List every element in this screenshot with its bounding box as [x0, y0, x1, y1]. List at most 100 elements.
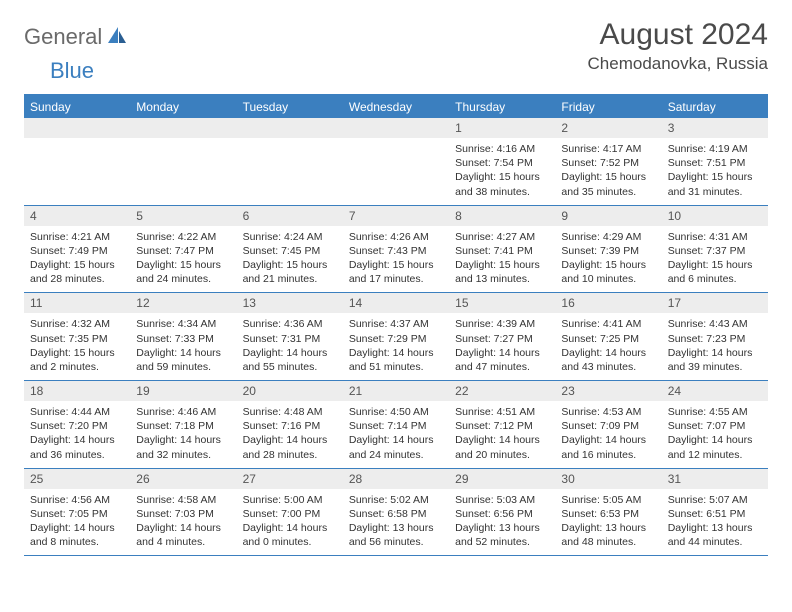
day-cell: 6Sunrise: 4:24 AMSunset: 7:45 PMDaylight…	[237, 206, 343, 293]
day-cell: 27Sunrise: 5:00 AMSunset: 7:00 PMDayligh…	[237, 469, 343, 556]
logo-text-general: General	[24, 24, 102, 50]
day-number: 2	[555, 118, 661, 138]
day-cell: 16Sunrise: 4:41 AMSunset: 7:25 PMDayligh…	[555, 293, 661, 380]
day-cell: 11Sunrise: 4:32 AMSunset: 7:35 PMDayligh…	[24, 293, 130, 380]
day-number	[343, 118, 449, 138]
day-info: Sunrise: 4:56 AMSunset: 7:05 PMDaylight:…	[24, 489, 130, 556]
day-info: Sunrise: 5:02 AMSunset: 6:58 PMDaylight:…	[343, 489, 449, 556]
day-info: Sunrise: 4:16 AMSunset: 7:54 PMDaylight:…	[449, 138, 555, 205]
day-number: 12	[130, 293, 236, 313]
day-cell: 12Sunrise: 4:34 AMSunset: 7:33 PMDayligh…	[130, 293, 236, 380]
day-cell: 31Sunrise: 5:07 AMSunset: 6:51 PMDayligh…	[662, 469, 768, 556]
day-cell: 22Sunrise: 4:51 AMSunset: 7:12 PMDayligh…	[449, 381, 555, 468]
day-info: Sunrise: 4:19 AMSunset: 7:51 PMDaylight:…	[662, 138, 768, 205]
day-info: Sunrise: 4:22 AMSunset: 7:47 PMDaylight:…	[130, 226, 236, 293]
day-cell: 17Sunrise: 4:43 AMSunset: 7:23 PMDayligh…	[662, 293, 768, 380]
day-cell: 5Sunrise: 4:22 AMSunset: 7:47 PMDaylight…	[130, 206, 236, 293]
day-number: 11	[24, 293, 130, 313]
day-cell: 8Sunrise: 4:27 AMSunset: 7:41 PMDaylight…	[449, 206, 555, 293]
day-number: 21	[343, 381, 449, 401]
day-cell: 24Sunrise: 4:55 AMSunset: 7:07 PMDayligh…	[662, 381, 768, 468]
day-info: Sunrise: 4:46 AMSunset: 7:18 PMDaylight:…	[130, 401, 236, 468]
day-number: 8	[449, 206, 555, 226]
day-info: Sunrise: 5:05 AMSunset: 6:53 PMDaylight:…	[555, 489, 661, 556]
day-cell: 20Sunrise: 4:48 AMSunset: 7:16 PMDayligh…	[237, 381, 343, 468]
day-cell: 4Sunrise: 4:21 AMSunset: 7:49 PMDaylight…	[24, 206, 130, 293]
day-number: 28	[343, 469, 449, 489]
day-number: 15	[449, 293, 555, 313]
day-info: Sunrise: 4:51 AMSunset: 7:12 PMDaylight:…	[449, 401, 555, 468]
day-info: Sunrise: 5:03 AMSunset: 6:56 PMDaylight:…	[449, 489, 555, 556]
day-cell: 1Sunrise: 4:16 AMSunset: 7:54 PMDaylight…	[449, 118, 555, 205]
day-header-sunday: Sunday	[24, 96, 130, 118]
day-number: 16	[555, 293, 661, 313]
day-header-row: SundayMondayTuesdayWednesdayThursdayFrid…	[24, 96, 768, 118]
day-number: 7	[343, 206, 449, 226]
day-info: Sunrise: 4:24 AMSunset: 7:45 PMDaylight:…	[237, 226, 343, 293]
day-info: Sunrise: 4:32 AMSunset: 7:35 PMDaylight:…	[24, 313, 130, 380]
day-info: Sunrise: 4:58 AMSunset: 7:03 PMDaylight:…	[130, 489, 236, 556]
day-number: 25	[24, 469, 130, 489]
day-cell: 3Sunrise: 4:19 AMSunset: 7:51 PMDaylight…	[662, 118, 768, 205]
day-cell: 14Sunrise: 4:37 AMSunset: 7:29 PMDayligh…	[343, 293, 449, 380]
week-row: 25Sunrise: 4:56 AMSunset: 7:05 PMDayligh…	[24, 469, 768, 557]
day-info: Sunrise: 5:07 AMSunset: 6:51 PMDaylight:…	[662, 489, 768, 556]
logo: General	[24, 18, 132, 50]
day-info: Sunrise: 4:26 AMSunset: 7:43 PMDaylight:…	[343, 226, 449, 293]
day-number: 5	[130, 206, 236, 226]
day-info: Sunrise: 4:43 AMSunset: 7:23 PMDaylight:…	[662, 313, 768, 380]
day-cell: 28Sunrise: 5:02 AMSunset: 6:58 PMDayligh…	[343, 469, 449, 556]
empty-cell	[237, 118, 343, 205]
day-info: Sunrise: 4:55 AMSunset: 7:07 PMDaylight:…	[662, 401, 768, 468]
week-row: 4Sunrise: 4:21 AMSunset: 7:49 PMDaylight…	[24, 206, 768, 294]
day-cell: 19Sunrise: 4:46 AMSunset: 7:18 PMDayligh…	[130, 381, 236, 468]
day-info: Sunrise: 4:21 AMSunset: 7:49 PMDaylight:…	[24, 226, 130, 293]
day-number: 3	[662, 118, 768, 138]
day-cell: 2Sunrise: 4:17 AMSunset: 7:52 PMDaylight…	[555, 118, 661, 205]
day-cell: 26Sunrise: 4:58 AMSunset: 7:03 PMDayligh…	[130, 469, 236, 556]
day-number: 13	[237, 293, 343, 313]
day-number: 9	[555, 206, 661, 226]
day-header-monday: Monday	[130, 96, 236, 118]
logo-text-blue: Blue	[50, 58, 94, 83]
calendar: SundayMondayTuesdayWednesdayThursdayFrid…	[24, 94, 768, 556]
day-cell: 21Sunrise: 4:50 AMSunset: 7:14 PMDayligh…	[343, 381, 449, 468]
day-cell: 18Sunrise: 4:44 AMSunset: 7:20 PMDayligh…	[24, 381, 130, 468]
day-number: 20	[237, 381, 343, 401]
day-info: Sunrise: 5:00 AMSunset: 7:00 PMDaylight:…	[237, 489, 343, 556]
week-row: 18Sunrise: 4:44 AMSunset: 7:20 PMDayligh…	[24, 381, 768, 469]
day-cell: 7Sunrise: 4:26 AMSunset: 7:43 PMDaylight…	[343, 206, 449, 293]
day-header-tuesday: Tuesday	[237, 96, 343, 118]
day-info: Sunrise: 4:39 AMSunset: 7:27 PMDaylight:…	[449, 313, 555, 380]
day-number: 10	[662, 206, 768, 226]
day-number: 6	[237, 206, 343, 226]
empty-cell	[130, 118, 236, 205]
day-info: Sunrise: 4:27 AMSunset: 7:41 PMDaylight:…	[449, 226, 555, 293]
day-number: 4	[24, 206, 130, 226]
day-info: Sunrise: 4:29 AMSunset: 7:39 PMDaylight:…	[555, 226, 661, 293]
location: Chemodanovka, Russia	[588, 54, 768, 74]
day-info: Sunrise: 4:48 AMSunset: 7:16 PMDaylight:…	[237, 401, 343, 468]
day-number: 23	[555, 381, 661, 401]
day-number: 1	[449, 118, 555, 138]
day-number: 29	[449, 469, 555, 489]
day-header-saturday: Saturday	[662, 96, 768, 118]
week-row: 1Sunrise: 4:16 AMSunset: 7:54 PMDaylight…	[24, 118, 768, 206]
day-info: Sunrise: 4:41 AMSunset: 7:25 PMDaylight:…	[555, 313, 661, 380]
day-number: 17	[662, 293, 768, 313]
day-cell: 9Sunrise: 4:29 AMSunset: 7:39 PMDaylight…	[555, 206, 661, 293]
empty-cell	[343, 118, 449, 205]
day-number: 31	[662, 469, 768, 489]
day-number: 19	[130, 381, 236, 401]
day-cell: 29Sunrise: 5:03 AMSunset: 6:56 PMDayligh…	[449, 469, 555, 556]
day-info: Sunrise: 4:44 AMSunset: 7:20 PMDaylight:…	[24, 401, 130, 468]
day-cell: 15Sunrise: 4:39 AMSunset: 7:27 PMDayligh…	[449, 293, 555, 380]
day-cell: 10Sunrise: 4:31 AMSunset: 7:37 PMDayligh…	[662, 206, 768, 293]
day-number	[130, 118, 236, 138]
day-info: Sunrise: 4:37 AMSunset: 7:29 PMDaylight:…	[343, 313, 449, 380]
day-info: Sunrise: 4:34 AMSunset: 7:33 PMDaylight:…	[130, 313, 236, 380]
day-info: Sunrise: 4:31 AMSunset: 7:37 PMDaylight:…	[662, 226, 768, 293]
day-number: 22	[449, 381, 555, 401]
month-title: August 2024	[588, 18, 768, 52]
day-cell: 23Sunrise: 4:53 AMSunset: 7:09 PMDayligh…	[555, 381, 661, 468]
